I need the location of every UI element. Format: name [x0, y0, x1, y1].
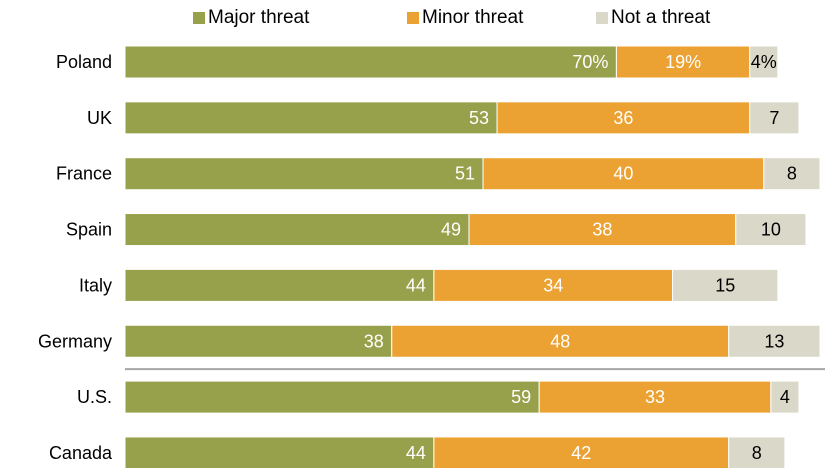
data-label: 8 [752, 443, 762, 463]
bar-segment [770, 380, 800, 414]
data-label: 38 [592, 220, 612, 240]
data-label: 4 [780, 387, 790, 407]
bar-segment [124, 213, 470, 247]
data-label: 34 [543, 275, 563, 295]
bar-segment [433, 436, 730, 468]
data-label: 59 [511, 387, 531, 407]
bar-segment [538, 380, 772, 414]
category-label: Poland [56, 52, 112, 72]
bar-segment [124, 157, 484, 191]
legend-item-1: Minor threat [407, 6, 523, 30]
legend-label: Minor threat [422, 7, 524, 28]
data-label: 8 [787, 164, 797, 184]
bar-segment [468, 213, 737, 247]
bar-segment [728, 324, 821, 358]
data-label: 10 [761, 220, 781, 240]
bar-segment [124, 324, 393, 358]
data-label: 15 [715, 275, 735, 295]
data-label: 49 [441, 220, 461, 240]
bar-segment [391, 324, 730, 358]
bar-segment [124, 436, 435, 468]
category-label: Canada [49, 443, 113, 463]
bar-segment [124, 45, 617, 79]
data-label: 48 [550, 331, 570, 351]
bar-segment [749, 101, 800, 135]
legend-label: Not a threat [611, 7, 711, 28]
bar-segment [763, 157, 821, 191]
legend-swatch [193, 12, 205, 24]
data-label: 36 [613, 108, 633, 128]
bar-segment [749, 45, 779, 79]
legend-swatch [596, 12, 608, 24]
category-label: UK [87, 108, 112, 128]
category-label: Germany [38, 331, 112, 351]
legend-swatch [407, 12, 419, 24]
bar-segment [672, 268, 779, 302]
data-label: 53 [469, 108, 489, 128]
category-label: Spain [66, 220, 112, 240]
bar-segment [124, 101, 498, 135]
data-label: 44 [406, 275, 426, 295]
data-label: 19% [665, 52, 701, 72]
legend-label: Major threat [208, 7, 310, 28]
data-label: 7 [769, 108, 779, 128]
bar-segment [124, 380, 540, 414]
data-label: 51 [455, 164, 475, 184]
data-label: 42 [571, 443, 591, 463]
bar-segment [482, 157, 765, 191]
data-label: 40 [613, 164, 633, 184]
bar-segment [496, 101, 751, 135]
data-label: 44 [406, 443, 426, 463]
legend-item-2: Not a threat [596, 6, 710, 30]
category-label: France [56, 164, 112, 184]
bar-segment [735, 213, 807, 247]
data-label: 70% [572, 52, 608, 72]
category-label: Italy [79, 275, 112, 295]
category-label: U.S. [77, 387, 112, 407]
data-label: 33 [645, 387, 665, 407]
data-label: 13 [764, 331, 784, 351]
bar-segment [433, 268, 674, 302]
data-label: 38 [364, 331, 384, 351]
legend-item-0: Major threat [193, 6, 309, 30]
data-label: 4% [751, 52, 777, 72]
bar-segment [124, 268, 435, 302]
bar-segment [728, 436, 786, 468]
